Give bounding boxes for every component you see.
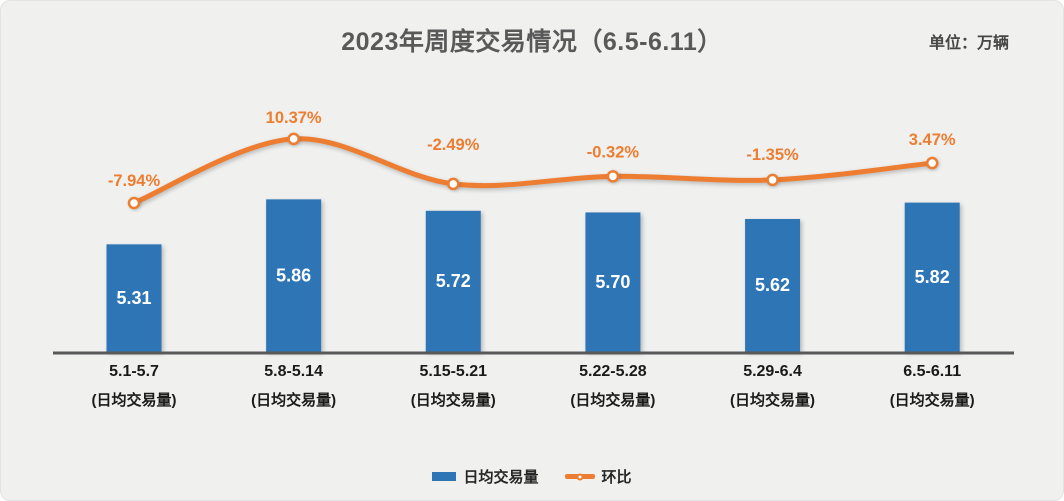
bar-value-label: 5.31: [116, 288, 151, 308]
bar: [106, 244, 162, 352]
x-axis-label-sub: (日均交易量): [570, 392, 656, 409]
trend-line: [131, 136, 935, 206]
pct-label: -7.94%: [108, 172, 161, 190]
bar: [904, 202, 960, 352]
legend-item-line: 环比: [564, 466, 632, 487]
x-axis-label-sub: (日均交易量): [410, 392, 496, 409]
bar-swatch-icon: [432, 472, 457, 481]
pct-label: 10.37%: [266, 109, 322, 127]
bar-value-label: 5.62: [755, 275, 790, 295]
line-marker: [606, 170, 620, 183]
pct-label: -2.49%: [427, 136, 480, 154]
pct-value-labels: -7.94% 10.37% -2.49% -0.32% -1.35% 3.47%: [108, 109, 956, 190]
legend-label-bar: 日均交易量: [463, 469, 539, 486]
pct-label: -1.35%: [746, 146, 799, 164]
bar-value-label: 5.86: [276, 265, 311, 285]
pct-label: -0.32%: [587, 143, 640, 161]
line-series: [127, 132, 939, 210]
x-axis-label-date: 5.22-5.28: [579, 363, 647, 380]
line-marker: [127, 196, 141, 210]
x-axis-label-sub: (日均交易量): [889, 392, 975, 409]
bar-value-label: 5.70: [595, 272, 630, 292]
line-marker: [766, 173, 779, 187]
x-axis-label: 5.29-6.4 (日均交易量): [688, 363, 858, 410]
x-axis-label: 5.8-5.14 (日均交易量): [209, 363, 379, 410]
chart-title: 2023年周度交易情况（6.5-6.11）: [341, 28, 723, 56]
bar-value-labels: 5.31 5.86 5.72 5.70 5.62 5.82: [116, 265, 949, 307]
x-axis-label-sub: (日均交易量): [730, 392, 816, 409]
x-axis-label: 5.22-5.28 (日均交易量): [528, 363, 698, 410]
bar: [425, 210, 481, 352]
x-axis-label-date: 6.5-6.11: [903, 363, 962, 380]
line-marker: [925, 156, 939, 170]
legend: 日均交易量 环比: [1, 466, 1063, 487]
legend-item-bar: 日均交易量: [432, 466, 539, 487]
bar-value-label: 5.82: [915, 267, 950, 287]
pct-label: 3.47%: [909, 131, 956, 149]
line-marker-icon: [564, 473, 595, 480]
x-axis-label: 6.5-6.11 (日均交易量): [847, 363, 1017, 410]
line-marker: [287, 132, 300, 146]
unit-label: 单位：万辆: [928, 35, 1009, 52]
x-axis-label-date: 5.8-5.14: [264, 363, 323, 380]
bar: [266, 199, 322, 352]
bar: [745, 218, 801, 352]
bar: [585, 212, 641, 352]
x-axis-label: 5.15-5.21 (日均交易量): [368, 363, 538, 410]
line-marker: [447, 177, 460, 191]
x-axis-label: 5.1-5.7 (日均交易量): [49, 363, 219, 410]
x-axis-label-date: 5.15-5.21: [419, 363, 488, 380]
x-axis-label-date: 5.1-5.7: [109, 363, 159, 380]
line-marker-dot-icon: [576, 473, 583, 480]
bar-value-label: 5.72: [436, 271, 471, 291]
x-axis-label-date: 5.29-6.4: [743, 363, 802, 380]
bar-series: [106, 199, 960, 352]
legend-label-line: 环比: [601, 469, 632, 486]
x-axis-label-sub: (日均交易量): [91, 392, 177, 409]
x-axis-label-sub: (日均交易量): [251, 392, 337, 409]
